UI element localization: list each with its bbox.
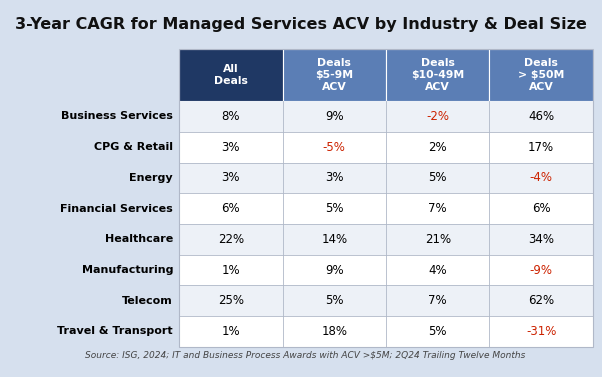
Bar	[386, 162, 489, 193]
Text: 7%: 7%	[429, 294, 447, 307]
Bar	[386, 132, 489, 162]
Text: -9%: -9%	[530, 264, 553, 277]
Text: 8%: 8%	[222, 110, 240, 123]
Bar	[489, 224, 593, 255]
Text: 3%: 3%	[222, 141, 240, 154]
Bar	[489, 255, 593, 285]
Text: Business Services: Business Services	[61, 112, 173, 121]
Text: 25%: 25%	[218, 294, 244, 307]
Bar	[489, 193, 593, 224]
Bar	[386, 193, 489, 224]
Bar	[489, 162, 593, 193]
Text: 6%: 6%	[222, 202, 240, 215]
Text: Deals
$5-9M
ACV: Deals $5-9M ACV	[315, 58, 353, 92]
Text: 17%: 17%	[528, 141, 554, 154]
Bar	[282, 49, 386, 101]
Text: 18%: 18%	[321, 325, 347, 338]
Text: 1%: 1%	[222, 325, 240, 338]
Bar	[386, 316, 489, 347]
Text: -2%: -2%	[426, 110, 449, 123]
Text: 6%: 6%	[532, 202, 551, 215]
Text: 2%: 2%	[429, 141, 447, 154]
Text: All
Deals: All Deals	[214, 64, 247, 86]
Text: 46%: 46%	[528, 110, 554, 123]
Text: 22%: 22%	[218, 233, 244, 246]
Text: Deals
> $50M
ACV: Deals > $50M ACV	[518, 58, 565, 92]
Bar	[282, 193, 386, 224]
Bar	[179, 255, 282, 285]
Bar	[386, 49, 489, 101]
Bar	[282, 255, 386, 285]
Bar	[282, 132, 386, 162]
Text: Financial Services: Financial Services	[60, 204, 173, 214]
Bar	[179, 193, 282, 224]
Text: 9%: 9%	[325, 264, 344, 277]
Bar	[179, 49, 282, 101]
Text: 7%: 7%	[429, 202, 447, 215]
Bar	[179, 101, 282, 132]
Bar	[489, 285, 593, 316]
Text: Telecom: Telecom	[122, 296, 173, 306]
Text: 34%: 34%	[528, 233, 554, 246]
Bar	[282, 285, 386, 316]
Text: 3-Year CAGR for Managed Services ACV by Industry & Deal Size: 3-Year CAGR for Managed Services ACV by …	[15, 17, 587, 32]
Bar	[386, 255, 489, 285]
Bar	[282, 224, 386, 255]
Text: 62%: 62%	[528, 294, 554, 307]
Text: 3%: 3%	[222, 172, 240, 184]
Bar	[489, 101, 593, 132]
Text: 5%: 5%	[325, 294, 344, 307]
Text: Source: ISG, 2024; IT and Business Process Awards with ACV >$5M; 2Q24 Trailing T: Source: ISG, 2024; IT and Business Proce…	[85, 351, 526, 360]
Text: -5%: -5%	[323, 141, 346, 154]
Text: Manufacturing: Manufacturing	[81, 265, 173, 275]
Bar	[386, 285, 489, 316]
Text: 5%: 5%	[325, 202, 344, 215]
Bar	[179, 162, 282, 193]
Text: 4%: 4%	[429, 264, 447, 277]
Bar	[179, 49, 593, 347]
Bar	[489, 49, 593, 101]
Text: 3%: 3%	[325, 172, 344, 184]
Text: 5%: 5%	[429, 172, 447, 184]
Text: 21%: 21%	[424, 233, 451, 246]
Text: Travel & Transport: Travel & Transport	[57, 326, 173, 337]
Bar	[179, 49, 593, 347]
Bar	[179, 132, 282, 162]
Bar	[282, 316, 386, 347]
Bar	[386, 224, 489, 255]
Bar	[179, 285, 282, 316]
Text: 14%: 14%	[321, 233, 347, 246]
Text: 5%: 5%	[429, 325, 447, 338]
Text: Energy: Energy	[129, 173, 173, 183]
Text: -4%: -4%	[530, 172, 553, 184]
Text: Deals
$10-49M
ACV: Deals $10-49M ACV	[411, 58, 464, 92]
Text: 1%: 1%	[222, 264, 240, 277]
Bar	[282, 101, 386, 132]
Text: CPG & Retail: CPG & Retail	[94, 142, 173, 152]
Bar	[489, 316, 593, 347]
Bar	[489, 132, 593, 162]
Text: -31%: -31%	[526, 325, 556, 338]
Bar	[282, 162, 386, 193]
Text: 9%: 9%	[325, 110, 344, 123]
Bar	[179, 316, 282, 347]
Bar	[386, 101, 489, 132]
Bar	[179, 224, 282, 255]
Text: Healthcare: Healthcare	[105, 234, 173, 244]
